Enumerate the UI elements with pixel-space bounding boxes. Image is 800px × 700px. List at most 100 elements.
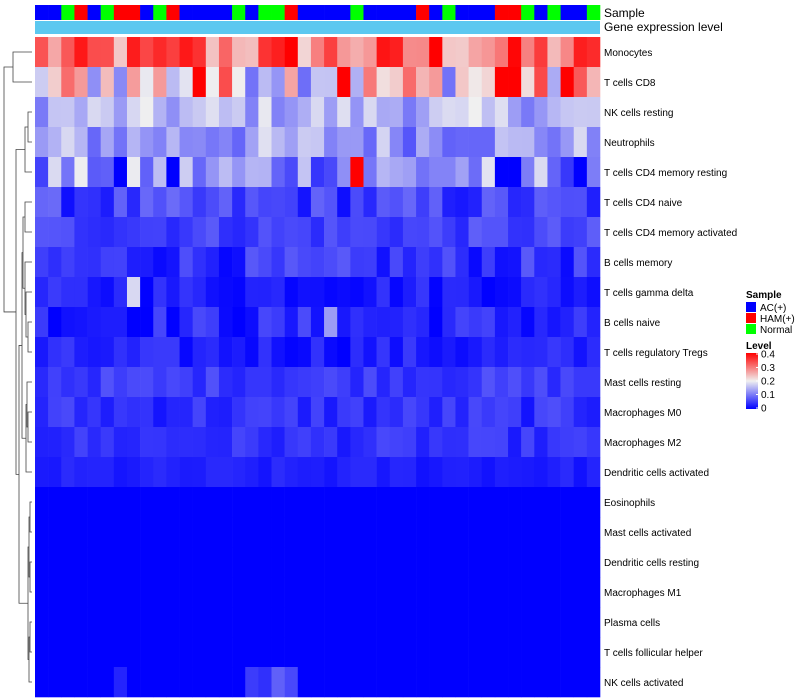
heatmap-cell xyxy=(363,127,377,158)
heatmap-cell xyxy=(455,607,469,638)
heatmap-cell xyxy=(61,577,75,608)
legend-sample-swatch xyxy=(746,313,756,323)
heatmap-cell xyxy=(324,517,338,548)
heatmap-cell xyxy=(560,187,575,218)
dendrogram-branch xyxy=(12,51,32,83)
heatmap-cell xyxy=(179,637,193,668)
heatmap-cell xyxy=(61,247,75,278)
heatmap-cell xyxy=(100,607,115,638)
heatmap-cell xyxy=(363,517,377,548)
heatmap-cell xyxy=(232,37,246,68)
heatmap-cell xyxy=(442,187,456,218)
heatmap-cell xyxy=(35,547,49,578)
heatmap-cell xyxy=(494,577,509,608)
heatmap-cell xyxy=(140,547,154,578)
row-label: Neutrophils xyxy=(604,138,655,149)
heatmap-cell xyxy=(297,577,312,608)
heatmap-cell xyxy=(376,547,391,578)
heatmap-cell xyxy=(547,367,561,398)
heatmap-cell xyxy=(389,277,404,308)
heatmap-cell xyxy=(442,97,456,128)
heatmap-cell xyxy=(376,397,391,428)
heatmap-cell xyxy=(534,607,548,638)
heatmap-cell xyxy=(494,127,509,158)
heatmap-cell xyxy=(363,37,377,68)
heatmap-cell xyxy=(100,547,115,578)
heatmap-cell xyxy=(100,157,115,188)
heatmap-cell xyxy=(376,217,391,248)
heatmap-cell xyxy=(389,517,404,548)
heatmap-cell xyxy=(324,427,338,458)
heatmap-cell xyxy=(534,157,548,188)
heatmap-cell xyxy=(521,217,535,248)
heatmap-cell xyxy=(205,307,220,338)
heatmap-cell xyxy=(271,427,285,458)
heatmap-cell xyxy=(416,607,430,638)
heatmap-cell xyxy=(113,337,128,368)
heatmap-cell xyxy=(324,397,338,428)
heatmap-cell xyxy=(350,607,364,638)
heatmap-cell xyxy=(166,127,180,158)
heatmap-cell xyxy=(468,577,483,608)
heatmap-cell xyxy=(402,127,417,158)
heatmap-cell xyxy=(284,487,299,518)
heatmap-cell xyxy=(48,457,62,488)
heatmap-cell xyxy=(100,127,115,158)
heatmap-cell xyxy=(87,487,101,518)
heatmap-cell xyxy=(416,337,430,368)
heatmap-cell xyxy=(113,547,128,578)
heatmap-cell xyxy=(521,487,535,518)
heatmap-cell xyxy=(560,307,575,338)
heatmap-cell xyxy=(153,517,167,548)
heatmap-cell xyxy=(402,607,417,638)
heatmap-cell xyxy=(521,607,535,638)
heatmap-cell xyxy=(48,427,62,458)
heatmap-cell xyxy=(113,517,128,548)
heatmap-cell xyxy=(192,277,207,308)
heatmap-cell xyxy=(337,547,351,578)
heatmap-cell xyxy=(258,577,272,608)
row-label: NK cells activated xyxy=(604,678,683,689)
heatmap-cell xyxy=(113,667,128,698)
heatmap-cell xyxy=(376,667,391,698)
heatmap-cell xyxy=(521,157,535,188)
legend-level-tick-label: 0.2 xyxy=(761,377,775,388)
heatmap-cell xyxy=(442,457,456,488)
heatmap-cell xyxy=(310,247,325,278)
heatmap-cell xyxy=(74,37,88,68)
heatmap-cell xyxy=(376,307,391,338)
heatmap-cell xyxy=(166,157,180,188)
row-label: Macrophages M1 xyxy=(604,588,682,599)
heatmap-cell xyxy=(494,517,509,548)
heatmap-cell xyxy=(61,277,75,308)
heatmap-cell xyxy=(310,37,325,68)
heatmap-cell xyxy=(547,547,561,578)
heatmap-cell xyxy=(586,247,601,278)
heatmap-cell xyxy=(324,127,338,158)
heatmap-cell xyxy=(521,637,535,668)
heatmap-cell xyxy=(521,337,535,368)
heatmap-cell xyxy=(166,517,180,548)
heatmap-cell xyxy=(245,97,259,128)
heatmap-cell xyxy=(363,397,377,428)
heatmap-cell xyxy=(521,37,535,68)
heatmap-cell xyxy=(376,607,391,638)
heatmap-cell xyxy=(48,37,62,68)
heatmap-cell xyxy=(547,187,561,218)
heatmap-cell xyxy=(166,97,180,128)
heatmap-cell xyxy=(126,667,141,698)
sample-annotation-cell xyxy=(258,5,272,20)
heatmap-cell xyxy=(376,517,391,548)
heatmap-cell xyxy=(35,457,49,488)
heatmap-cell xyxy=(258,277,272,308)
heatmap-cell xyxy=(534,427,548,458)
heatmap-cell xyxy=(297,637,312,668)
heatmap-cell xyxy=(560,157,575,188)
dendrogram-branch xyxy=(27,111,32,143)
heatmap-cell xyxy=(376,97,391,128)
heatmap-cell xyxy=(586,277,601,308)
heatmap-cell xyxy=(494,397,509,428)
heatmap-cell xyxy=(455,247,469,278)
heatmap-cell xyxy=(337,397,351,428)
heatmap-cell xyxy=(179,247,193,278)
